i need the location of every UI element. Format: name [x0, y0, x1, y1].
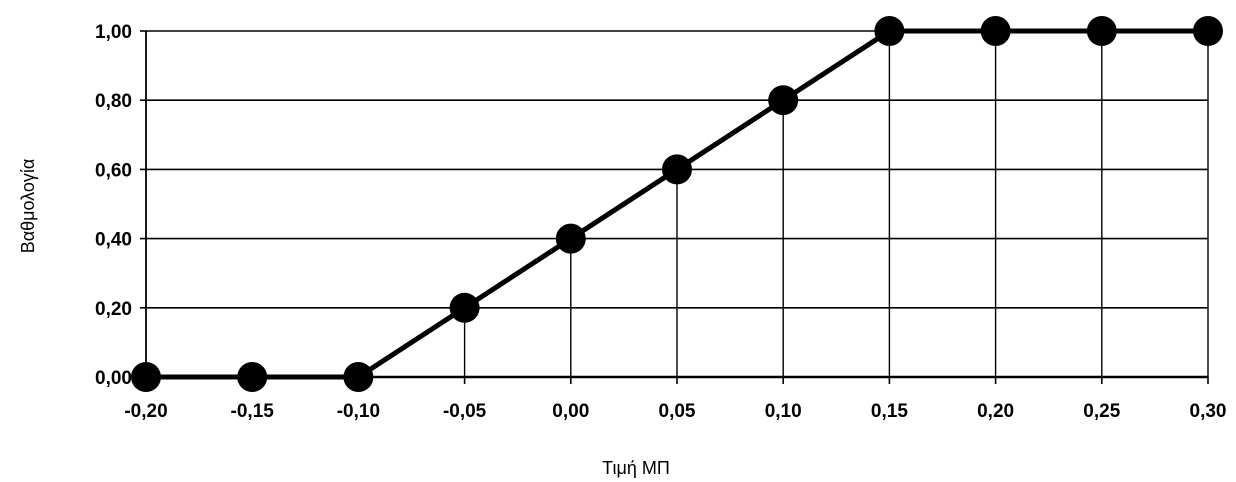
x-tick-label: -0,10: [337, 401, 380, 422]
drop-lines: [463, 31, 1209, 377]
data-point: [662, 154, 692, 185]
x-tick-label: 0,00: [552, 401, 589, 422]
y-tick-label: 0,40: [95, 230, 132, 251]
data-point: [980, 16, 1011, 46]
x-tick-label: -0,20: [124, 401, 167, 422]
data-point: [768, 85, 799, 116]
x-tick-label: 0,30: [1190, 401, 1227, 422]
data-point: [343, 362, 374, 392]
y-tick-label: 0,20: [95, 299, 132, 320]
x-tick-label: 0,25: [1083, 401, 1120, 422]
data-points: [131, 16, 1223, 392]
data-point: [449, 292, 480, 323]
axes: [140, 30, 1209, 384]
data-point: [131, 362, 161, 392]
x-tick-label: 0,10: [765, 401, 802, 422]
x-tick-label: -0,05: [443, 401, 487, 422]
y-tick-label: 0,80: [95, 91, 132, 112]
x-tick-label: 0,20: [977, 401, 1014, 422]
data-point: [1086, 16, 1117, 46]
data-point: [874, 16, 905, 46]
y-axis-title: Βαθμολογία: [18, 159, 38, 254]
y-tick-labels: 0,00 0,20 0,40 0,60 0,80 1,00: [95, 22, 132, 389]
y-tick-label: 0,60: [95, 160, 132, 181]
x-axis-title: Τιμή ΜΠ: [602, 458, 670, 478]
data-point: [555, 223, 586, 254]
y-tick-label: 1,00: [95, 22, 132, 43]
x-tick-label: 0,05: [659, 401, 696, 422]
data-point: [237, 362, 268, 392]
x-tick-label: -0,15: [231, 401, 275, 422]
data-point: [1193, 16, 1223, 46]
x-tick-label: 0,15: [871, 401, 908, 422]
y-tick-label: 0,00: [95, 368, 132, 389]
x-tick-labels: -0,20 -0,15 -0,10 -0,05 0,00 0,05 0,10 0,15 0,20…: [124, 401, 1226, 422]
